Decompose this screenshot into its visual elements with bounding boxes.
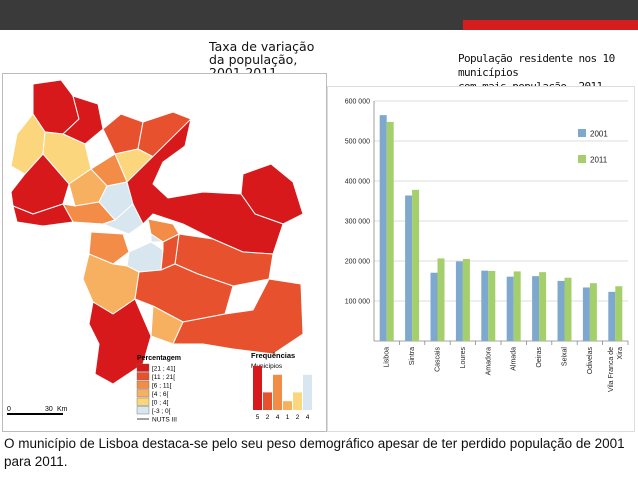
bar-2011-3 xyxy=(462,258,470,341)
scale-unit: Km xyxy=(57,406,68,413)
scale-thirty: 30 xyxy=(45,406,53,413)
title-bar xyxy=(0,0,638,30)
frequency-bar xyxy=(273,374,282,410)
map-legend: Percentagem [21 ; 41][11 ; 21[ [6 ; 11[[4… xyxy=(136,355,181,424)
bar-2011-7 xyxy=(564,277,572,341)
bar-2001-7 xyxy=(557,280,565,341)
x-tick-label: Sintra xyxy=(409,347,416,365)
bar-2011-2 xyxy=(437,258,445,341)
bar-2001-2 xyxy=(430,272,438,341)
bar-2001-9 xyxy=(608,291,616,341)
region-alenquer xyxy=(102,113,144,155)
legend-swatch xyxy=(136,380,150,389)
frequency-subtitle: Municípios xyxy=(251,363,283,370)
legend-swatch-2001 xyxy=(578,129,586,137)
frequency-value: 2 xyxy=(296,414,300,421)
scale-bar: 0 30 Km xyxy=(7,406,68,415)
legend-label: [-3 ; 0[ xyxy=(152,408,171,415)
frequency-value: 4 xyxy=(306,414,310,421)
region-palmela xyxy=(134,263,234,323)
y-tick-label: 200 000 xyxy=(345,259,370,266)
frequency-value: 2 xyxy=(266,414,270,421)
legend-title: Percentagem xyxy=(137,355,181,362)
map-svg: 0 30 Km Percentagem [21 ; 41][11 ; 21[ [6… xyxy=(7,79,312,424)
bar-2001-3 xyxy=(455,261,463,341)
y-tick-label: 600 000 xyxy=(345,99,370,106)
bar-2011-1 xyxy=(412,189,420,341)
frequency-bar xyxy=(263,392,272,410)
frequency-value: 5 xyxy=(256,414,260,421)
region-seixal xyxy=(126,241,164,273)
y-tick-label: 400 000 xyxy=(345,179,370,186)
bar-2011-5 xyxy=(513,271,521,341)
y-tick-label: 300 000 xyxy=(345,219,370,226)
legend-swatch xyxy=(136,397,150,406)
bar-2001-1 xyxy=(405,195,413,341)
bar-2001-5 xyxy=(506,276,514,341)
scale-zero: 0 xyxy=(7,406,11,413)
legend-swatch-2011 xyxy=(578,155,586,163)
legend-label: [21 ; 41] xyxy=(152,366,176,373)
legend-label-2001: 2001 xyxy=(590,130,608,139)
x-tick-label: Odivelas xyxy=(587,347,594,375)
legend-label: [11 ; 21[ xyxy=(152,374,175,381)
frequency-bar xyxy=(303,374,312,410)
legend-swatch xyxy=(136,363,150,372)
region-barreiro xyxy=(150,233,164,243)
frequency-bar xyxy=(283,401,292,410)
legend-label: [6 ; 11[ xyxy=(152,383,172,390)
frequency-bar xyxy=(293,392,302,410)
legend-swatch xyxy=(136,372,150,381)
legend-swatch xyxy=(136,406,150,415)
legend-label-2011: 2011 xyxy=(590,156,608,165)
legend-label: [4 ; 6[ xyxy=(152,391,168,398)
map-regions xyxy=(10,79,304,385)
x-tick-label: Amadora xyxy=(485,347,492,376)
y-tick-label: 100 000 xyxy=(345,299,370,306)
chart-bars xyxy=(379,115,623,341)
frequency-bar xyxy=(253,366,262,410)
chart-y-ticks: 100 000 200 000 300 000 400 000 500 000 600 0… xyxy=(345,99,370,306)
x-tick-label: Oeiras xyxy=(536,347,543,368)
bar-2011-9 xyxy=(615,286,623,341)
legend-swatch xyxy=(136,389,150,398)
population-change-map: 0 30 Km Percentagem [21 ; 41] [11 ; 21[ [6… xyxy=(2,73,327,432)
x-tick-label: Seixal xyxy=(562,347,569,367)
bar-2011-8 xyxy=(589,283,597,341)
bar-2001-8 xyxy=(582,287,590,341)
chart-x-labels: Lisboa Sintra Cascais Loures Amadora Almada Oe… xyxy=(384,347,624,393)
bar-2011-0 xyxy=(386,121,394,341)
x-tick-label: Almada xyxy=(511,347,518,371)
frequency-title: Frequências xyxy=(251,351,295,360)
legend-nuts-label: NUTS III xyxy=(152,417,177,424)
legend-classes: [21 ; 41][11 ; 21[ [6 ; 11[[4 ; 6[ [0 ; 4[… xyxy=(136,363,177,424)
x-tick-label: Cascais xyxy=(435,347,442,372)
bar-2011-6 xyxy=(539,272,547,341)
y-tick-label: 500 000 xyxy=(345,139,370,146)
population-bar-chart: 100 000 200 000 300 000 400 000 500 000 600 0… xyxy=(327,86,635,432)
region-almada xyxy=(88,231,130,265)
slide-caption: O município de Lisboa destaca-se pelo se… xyxy=(4,436,625,469)
frequency-value: 4 xyxy=(276,414,280,421)
bar-2001-6 xyxy=(532,276,540,341)
x-tick-label: Vila Franca de xyxy=(608,347,615,392)
x-tick-label: Loures xyxy=(460,347,467,369)
region-sesimbra-s xyxy=(88,298,152,385)
title-bar-accent xyxy=(463,20,638,30)
chart-svg: 100 000 200 000 300 000 400 000 500 000 600 0… xyxy=(345,99,629,393)
bar-2001-0 xyxy=(379,115,387,341)
region-benavente xyxy=(126,118,284,255)
region-cascais xyxy=(12,203,74,227)
bar-2001-4 xyxy=(481,270,489,341)
chart-legend: 2001 2011 xyxy=(578,129,608,165)
region-alcacer xyxy=(172,278,304,355)
x-tick-label: Xira xyxy=(617,347,624,360)
legend-label: [0 ; 4[ xyxy=(152,400,168,407)
bar-2011-4 xyxy=(488,270,496,341)
x-tick-label: Lisboa xyxy=(384,347,391,368)
frequency-value: 1 xyxy=(286,414,290,421)
